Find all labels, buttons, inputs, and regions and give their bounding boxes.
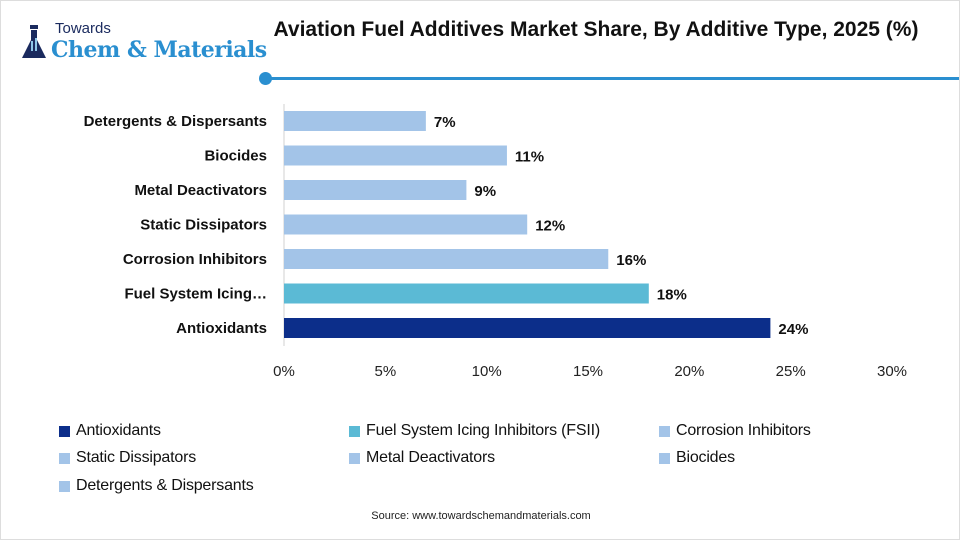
data-label: 24% [778, 321, 808, 338]
category-label: Biocides [204, 148, 267, 165]
x-tick-label: 20% [674, 363, 704, 380]
category-label: Antioxidants [176, 320, 267, 337]
bar-chart: Detergents & Dispersants 7% Biocides 11% Met… [84, 104, 907, 380]
source-note: Source: www.towardschemandmaterials.com [371, 510, 591, 522]
legend-item: Antioxidants [59, 421, 161, 441]
data-label: 7% [434, 114, 456, 131]
legend-item: Detergents & Dispersants [59, 476, 254, 496]
data-label: 9% [474, 183, 496, 200]
title-rule [267, 77, 959, 80]
legend-label: Static Dissipators [76, 449, 196, 466]
legend-item: Fuel System Icing Inhibitors (FSII) [349, 421, 600, 441]
x-tick-label: 10% [472, 363, 502, 380]
bar [284, 111, 426, 131]
logo-line1: Towards [55, 20, 111, 37]
legend-label: Detergents & Dispersants [76, 477, 254, 494]
legend-swatch [59, 452, 70, 464]
legend-label: Corrosion Inhibitors [676, 422, 811, 439]
bar [284, 214, 528, 235]
bar [284, 318, 771, 338]
legend-label: Antioxidants [76, 422, 161, 439]
logo-line2: Chem & Materials [51, 37, 267, 63]
category-label: Static Dissipators [140, 217, 267, 234]
data-label: 11% [515, 149, 544, 166]
rule-dot [259, 72, 272, 85]
x-tick-label: 15% [573, 363, 603, 380]
legend-item: Biocides [659, 448, 735, 468]
bar [284, 180, 467, 200]
legend-label: Biocides [676, 449, 735, 466]
category-label: Detergents & Dispersants [84, 113, 267, 130]
legend-swatch [59, 425, 70, 437]
data-label: 12% [535, 218, 565, 235]
x-tick-label: 0% [273, 363, 295, 380]
flask-icon [22, 25, 46, 58]
bar [284, 283, 649, 304]
data-label: 18% [657, 287, 687, 304]
category-label: Corrosion Inhibitors [123, 251, 267, 268]
category-label: Metal Deactivators [134, 182, 267, 199]
legend-swatch [349, 425, 360, 437]
bar [284, 145, 507, 166]
legend-swatch [659, 452, 670, 464]
legend-label: Fuel System Icing Inhibitors (FSII) [366, 422, 600, 439]
legend-item: Metal Deactivators [349, 448, 495, 468]
legend-swatch [59, 480, 70, 492]
category-label: Fuel System Icing… [124, 286, 267, 303]
legend-item: Corrosion Inhibitors [659, 421, 811, 441]
x-tick-label: 25% [776, 363, 806, 380]
chart-title: Aviation Fuel Additives Market Share, By… [273, 18, 919, 41]
x-tick-label: 5% [374, 363, 396, 380]
data-label: 16% [616, 252, 646, 269]
legend-label: Metal Deactivators [366, 449, 495, 466]
bar [284, 249, 609, 269]
legend-item: Static Dissipators [59, 448, 196, 468]
legend-swatch [349, 452, 360, 464]
x-tick-label: 30% [877, 363, 907, 380]
legend-swatch [659, 425, 670, 437]
brand-logo: Towards Chem & Materials [19, 20, 267, 65]
